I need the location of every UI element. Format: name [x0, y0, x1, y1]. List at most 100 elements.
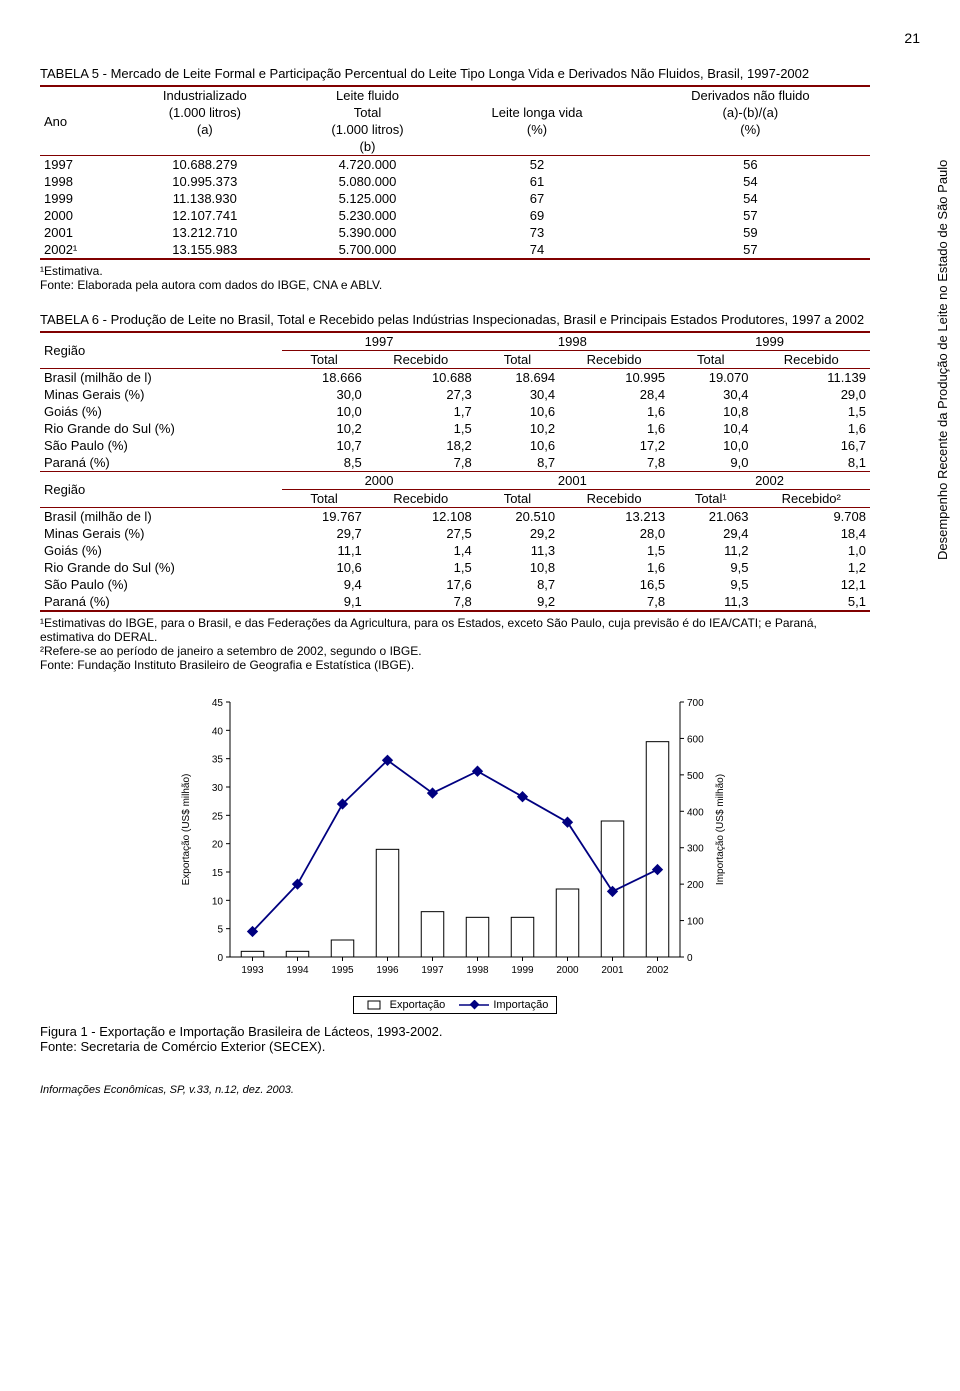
table-row: São Paulo (%)10,718,210,617,210,016,7 [40, 437, 870, 454]
t6-y1998: 1998 [476, 333, 669, 351]
t6-footnote1: ¹Estimativas do IBGE, para o Brasil, e d… [40, 616, 870, 644]
t6-y2002: 2002 [669, 472, 870, 490]
svg-text:700: 700 [687, 698, 704, 709]
svg-text:300: 300 [687, 844, 704, 855]
table-row: 200012.107.7415.230.0006957 [40, 207, 870, 224]
page-number: 21 [40, 30, 920, 46]
t6-y2001: 2001 [476, 472, 669, 490]
svg-text:500: 500 [687, 771, 704, 782]
t5-col-ind1: Industrializado [118, 87, 292, 104]
t6-footnote3: Fonte: Fundação Instituto Brasileiro de … [40, 658, 870, 672]
svg-text:2001: 2001 [601, 965, 624, 976]
t5-footnote1: ¹Estimativa. [40, 264, 870, 278]
svg-text:35: 35 [212, 755, 224, 766]
svg-text:1993: 1993 [241, 965, 264, 976]
table-row: Minas Gerais (%)29,727,529,228,029,418,4 [40, 525, 870, 542]
table-row: Minas Gerais (%)30,027,330,428,430,429,0 [40, 386, 870, 403]
svg-text:200: 200 [687, 880, 704, 891]
table-row: Rio Grande do Sul (%)10,21,510,21,610,41… [40, 420, 870, 437]
chart-legend: Exportação Importação [353, 996, 558, 1014]
svg-text:1996: 1996 [376, 965, 399, 976]
svg-text:2002: 2002 [646, 965, 669, 976]
svg-text:5: 5 [217, 925, 223, 936]
t6-reg1: Região [40, 333, 282, 368]
svg-text:15: 15 [212, 868, 224, 879]
svg-text:0: 0 [687, 953, 693, 964]
table-row: Paraná (%)8,57,88,77,89,08,1 [40, 454, 870, 472]
t5-col-flu2: Total [292, 104, 444, 121]
chart-svg: 0510152025303540450100200300400500600700… [175, 692, 735, 992]
t5-col-ind3: (a) [118, 121, 292, 138]
t5-col-flu1: Leite fluido [292, 87, 444, 104]
t6-s7: Total [282, 490, 365, 508]
table-row: 199810.995.3735.080.0006154 [40, 173, 870, 190]
table-row: 200113.212.7105.390.0007359 [40, 224, 870, 241]
figure-caption-2: Fonte: Secretaria de Comércio Exterior (… [40, 1039, 870, 1054]
t6-s9: Total [476, 490, 559, 508]
svg-text:10: 10 [212, 896, 224, 907]
svg-text:40: 40 [212, 726, 224, 737]
table-row: São Paulo (%)9,417,68,716,59,512,1 [40, 576, 870, 593]
t6-s3: Total [476, 351, 559, 369]
t5-footnote2: Fonte: Elaborada pela autora com dados d… [40, 278, 870, 292]
figure-caption-1: Figura 1 - Exportação e Importação Brasi… [40, 1024, 870, 1039]
table6: Região 1997 1998 1999 TotalRecebido Tota… [40, 333, 870, 610]
t5-col-der2: (a)-(b)/(a) [631, 104, 870, 121]
t5-col-flu3: (1.000 litros) [292, 121, 444, 138]
table6-title: TABELA 6 - Produção de Leite no Brasil, … [40, 312, 870, 327]
svg-text:Exportação (US$ milhão): Exportação (US$ milhão) [181, 774, 192, 886]
table-row: 2002¹13.155.9835.700.0007457 [40, 241, 870, 258]
table-row: Brasil (milhão de l)18.66610.68818.69410… [40, 369, 870, 386]
t6-reg2: Região [40, 472, 282, 508]
svg-text:45: 45 [212, 698, 224, 709]
svg-text:1997: 1997 [421, 965, 444, 976]
svg-text:Importação (US$ milhão): Importação (US$ milhão) [715, 774, 726, 885]
legend-export: Exportação [362, 999, 446, 1011]
t6-y1999: 1999 [669, 333, 870, 351]
t5-col-flu4: (b) [292, 138, 444, 155]
t5-col-der1: Derivados não fluido [631, 87, 870, 104]
table-row: 199911.138.9305.125.0006754 [40, 190, 870, 207]
table5: Ano Industrializado Leite fluido Derivad… [40, 87, 870, 258]
t6-y2000: 2000 [282, 472, 475, 490]
t6-s8: Recebido [366, 490, 476, 508]
table-row: Brasil (milhão de l)19.76712.10820.51013… [40, 508, 870, 525]
t6-s5: Total [669, 351, 752, 369]
t5-col-ano: Ano [40, 87, 118, 155]
svg-text:1998: 1998 [466, 965, 489, 976]
t6-s10: Recebido [559, 490, 669, 508]
svg-text:1994: 1994 [286, 965, 309, 976]
t5-col-ind2: (1.000 litros) [118, 104, 292, 121]
publication-footer: Informações Econômicas, SP, v.33, n.12, … [40, 1084, 870, 1096]
legend-export-label: Exportação [390, 999, 446, 1011]
t6-s4: Recebido [559, 351, 669, 369]
svg-text:2000: 2000 [556, 965, 579, 976]
t6-s1: Total [282, 351, 365, 369]
svg-text:600: 600 [687, 734, 704, 745]
t6-s11: Total¹ [669, 490, 752, 508]
table-row: 199710.688.2794.720.0005256 [40, 156, 870, 173]
table5-title: TABELA 5 - Mercado de Leite Formal e Par… [40, 66, 870, 81]
t6-s12: Recebido² [752, 490, 870, 508]
chart-export-import: 0510152025303540450100200300400500600700… [175, 692, 735, 1014]
table-row: Rio Grande do Sul (%)10,61,510,81,69,51,… [40, 559, 870, 576]
table-row: Goiás (%)10,01,710,61,610,81,5 [40, 403, 870, 420]
t5-col-llv2: (%) [443, 121, 630, 138]
legend-import: Importação [459, 999, 548, 1011]
t6-s2: Recebido [366, 351, 476, 369]
legend-import-label: Importação [493, 999, 548, 1011]
t6-s6: Recebido [752, 351, 870, 369]
table-row: Paraná (%)9,17,89,27,811,35,1 [40, 593, 870, 610]
t6-y1997: 1997 [282, 333, 475, 351]
svg-text:400: 400 [687, 807, 704, 818]
t5-col-llv1: Leite longa vida [443, 104, 630, 121]
svg-text:100: 100 [687, 917, 704, 928]
svg-text:1995: 1995 [331, 965, 354, 976]
svg-text:1999: 1999 [511, 965, 534, 976]
t5-col-der3: (%) [631, 121, 870, 138]
table-row: Goiás (%)11,11,411,31,511,21,0 [40, 542, 870, 559]
t6-footnote2: ²Refere-se ao período de janeiro a setem… [40, 644, 870, 658]
svg-text:20: 20 [212, 840, 224, 851]
svg-text:30: 30 [212, 783, 224, 794]
svg-text:0: 0 [217, 953, 223, 964]
